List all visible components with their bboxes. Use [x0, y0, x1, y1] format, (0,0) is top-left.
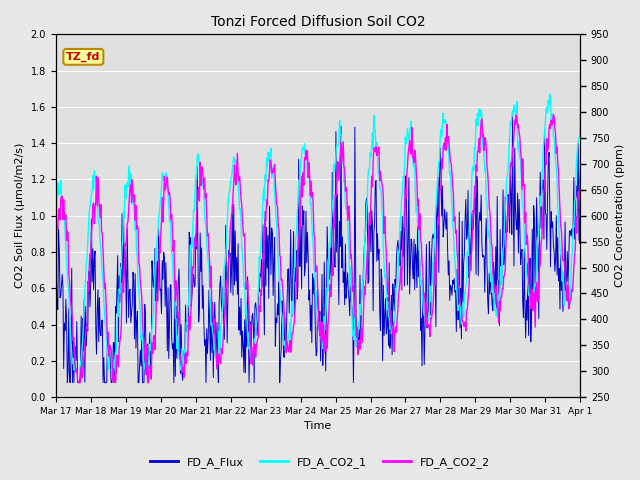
FD_A_CO2_2	[74, 380, 82, 385]
FD_A_Flux	[577, 156, 584, 161]
FD_A_CO2_1	[197, 168, 205, 174]
FD_A_CO2_2	[52, 244, 60, 250]
Legend: FD_A_Flux, FD_A_CO2_1, FD_A_CO2_2: FD_A_Flux, FD_A_CO2_1, FD_A_CO2_2	[145, 452, 495, 472]
FD_A_CO2_1	[70, 367, 77, 373]
FD_A_Flux	[197, 269, 205, 275]
FD_A_Flux	[509, 113, 516, 119]
Title: Tonzi Forced Diffusion Soil CO2: Tonzi Forced Diffusion Soil CO2	[211, 15, 426, 29]
Line: FD_A_CO2_1: FD_A_CO2_1	[56, 94, 580, 370]
FD_A_CO2_2	[170, 248, 177, 254]
Line: FD_A_CO2_2: FD_A_CO2_2	[56, 115, 580, 383]
FD_A_Flux	[61, 327, 69, 333]
FD_A_CO2_1	[397, 196, 405, 202]
FD_A_CO2_1	[546, 91, 554, 97]
FD_A_Flux	[170, 341, 177, 347]
X-axis label: Time: Time	[305, 421, 332, 432]
FD_A_CO2_2	[383, 249, 390, 255]
FD_A_CO2_2	[577, 169, 584, 175]
FD_A_CO2_1	[61, 230, 69, 236]
FD_A_CO2_1	[52, 214, 60, 219]
FD_A_CO2_1	[577, 104, 584, 109]
Y-axis label: CO2 Soil Flux (μmol/m2/s): CO2 Soil Flux (μmol/m2/s)	[15, 143, 25, 288]
FD_A_CO2_2	[116, 338, 124, 344]
Text: TZ_fd: TZ_fd	[66, 52, 100, 62]
FD_A_Flux	[383, 331, 390, 336]
FD_A_Flux	[63, 380, 71, 385]
FD_A_CO2_2	[397, 287, 405, 293]
FD_A_CO2_2	[550, 112, 557, 118]
FD_A_CO2_1	[170, 275, 177, 281]
FD_A_CO2_1	[383, 284, 390, 290]
FD_A_Flux	[397, 247, 405, 253]
FD_A_CO2_2	[61, 216, 69, 222]
FD_A_CO2_2	[197, 182, 205, 188]
FD_A_Flux	[52, 296, 60, 301]
Line: FD_A_Flux: FD_A_Flux	[56, 116, 580, 383]
FD_A_CO2_1	[116, 290, 124, 296]
Y-axis label: CO2 Concentration (ppm): CO2 Concentration (ppm)	[615, 144, 625, 288]
FD_A_Flux	[116, 300, 124, 305]
